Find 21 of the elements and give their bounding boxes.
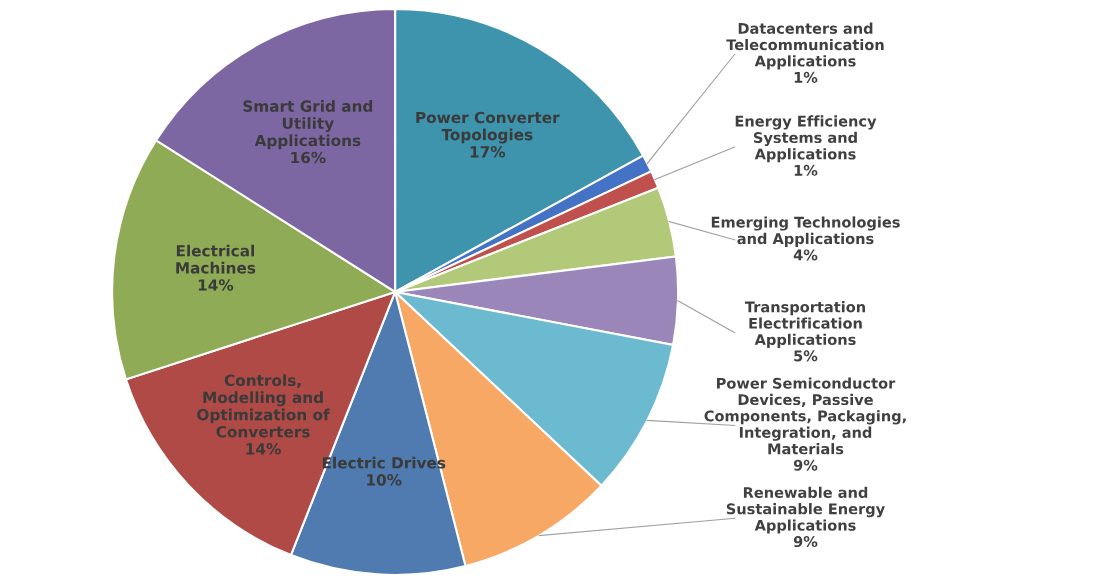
slice-label: Transportation Electrification Applications (744, 301, 865, 348)
data-label: 9% (793, 459, 818, 471)
slice-label: Power Semiconductor Devices, Passive Components, Packaging, Integration, and Materials (704, 377, 906, 455)
data-label: 17% (470, 146, 506, 158)
data-label: 9% (793, 536, 818, 548)
data-label: 5% (794, 350, 818, 362)
slice-label: Power Converter Topologies (416, 111, 560, 144)
data-label: 1% (794, 164, 818, 176)
data-label: 1% (794, 71, 818, 83)
data-label: 14% (246, 443, 281, 455)
slice-label: Datacenters and Telecommunication Applications (726, 22, 884, 70)
slice-label: Electrical Machines (176, 244, 256, 274)
data-label: 16% (291, 151, 326, 164)
data-label: 14% (198, 279, 234, 291)
data-label: 4% (793, 249, 818, 261)
slice-label: Renewable and Sustainable Energy Applications (726, 486, 885, 534)
slice-label: Smart Grid and Utility Applications (243, 100, 373, 150)
slice-label: Energy Efficiency Systems and Applications (735, 115, 877, 163)
slice-label: Controls, Modelling and Optimization of Converters (197, 374, 330, 438)
slice-label: Emerging Technologies and Applications (711, 216, 900, 247)
data-label: 10% (367, 474, 402, 486)
